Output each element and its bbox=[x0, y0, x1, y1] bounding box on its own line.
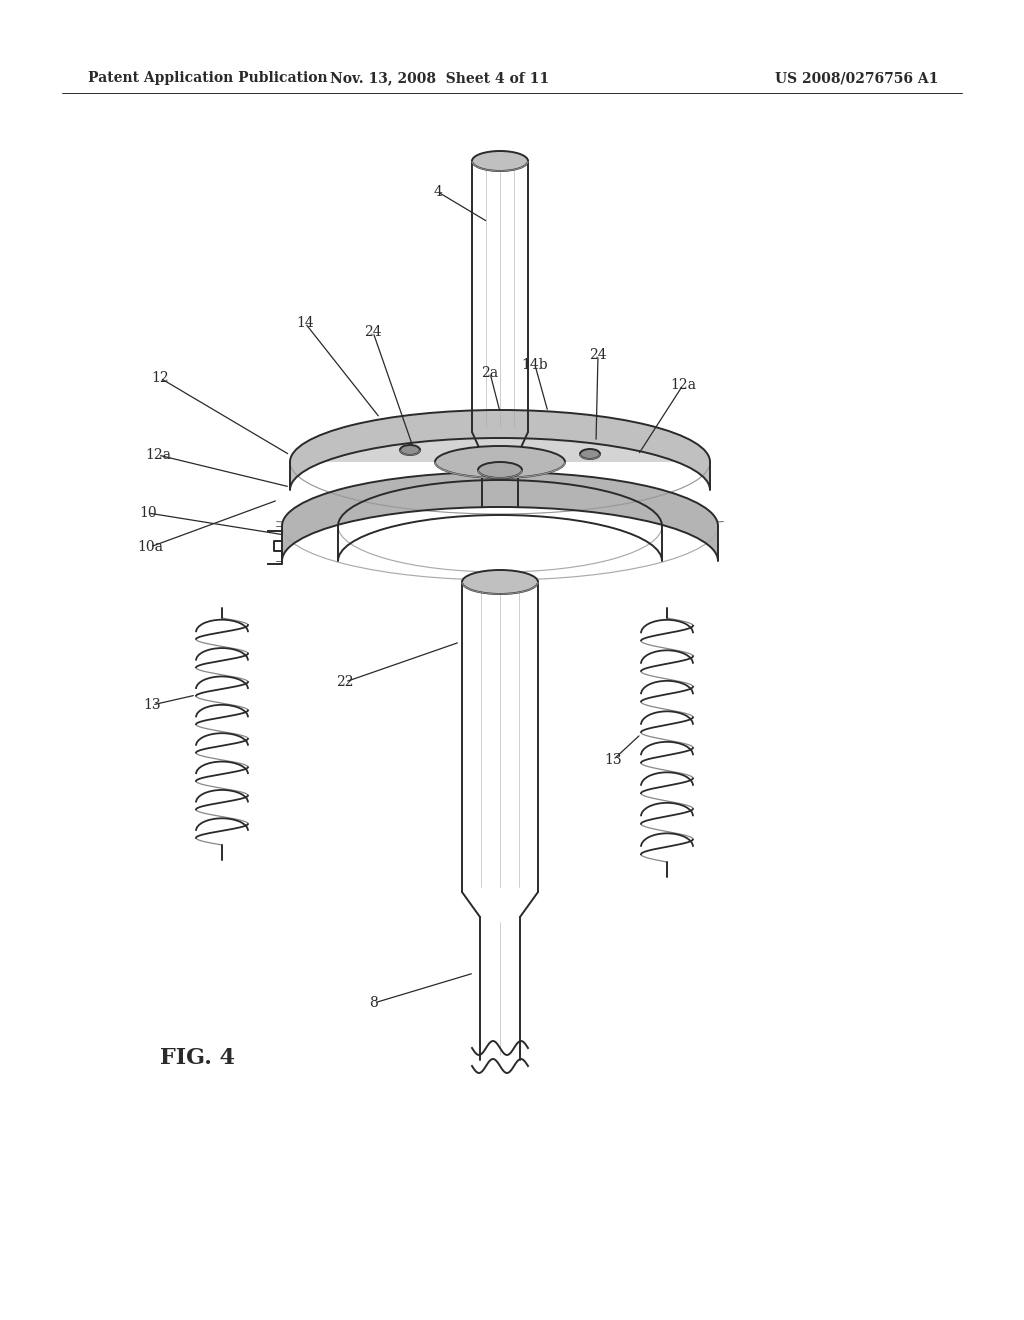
Text: 10: 10 bbox=[139, 506, 157, 520]
Text: 10a: 10a bbox=[137, 540, 163, 554]
Text: Nov. 13, 2008  Sheet 4 of 11: Nov. 13, 2008 Sheet 4 of 11 bbox=[331, 71, 550, 84]
Text: Patent Application Publication: Patent Application Publication bbox=[88, 71, 328, 84]
Polygon shape bbox=[290, 411, 710, 462]
Text: 4: 4 bbox=[433, 185, 442, 199]
Ellipse shape bbox=[435, 446, 565, 478]
Polygon shape bbox=[282, 473, 718, 525]
Text: 12a: 12a bbox=[670, 378, 696, 392]
Text: 2a: 2a bbox=[481, 366, 499, 380]
Polygon shape bbox=[282, 473, 718, 561]
Text: US 2008/0276756 A1: US 2008/0276756 A1 bbox=[775, 71, 938, 84]
Text: 14: 14 bbox=[296, 315, 314, 330]
Text: 24: 24 bbox=[589, 348, 607, 362]
Text: FIG. 4: FIG. 4 bbox=[161, 1047, 236, 1069]
Text: 14b: 14b bbox=[521, 358, 548, 372]
Text: 24: 24 bbox=[365, 325, 382, 339]
Ellipse shape bbox=[472, 150, 528, 172]
Ellipse shape bbox=[462, 570, 538, 594]
Ellipse shape bbox=[400, 445, 420, 455]
Ellipse shape bbox=[580, 449, 600, 459]
Polygon shape bbox=[290, 411, 710, 490]
Text: 12a: 12a bbox=[145, 447, 171, 462]
Text: 12: 12 bbox=[152, 371, 169, 385]
Text: 13: 13 bbox=[604, 752, 622, 767]
Text: 13: 13 bbox=[143, 698, 161, 711]
Ellipse shape bbox=[478, 462, 522, 478]
Text: 8: 8 bbox=[370, 997, 379, 1010]
Text: 22: 22 bbox=[336, 675, 353, 689]
